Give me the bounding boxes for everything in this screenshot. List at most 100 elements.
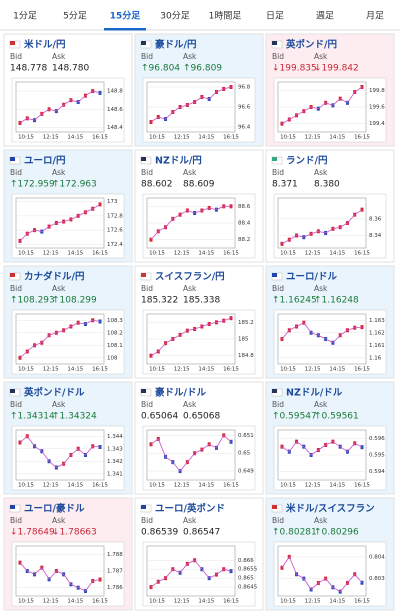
x-tick-label: 16:15 <box>92 135 108 141</box>
pair-name: 英ポンド/円 <box>286 39 337 51</box>
y-tick-label: 0.8655 <box>238 567 258 573</box>
tab[interactable]: 月足 <box>366 11 384 22</box>
bid-label: Bid <box>10 400 22 409</box>
y-tick-label: 0.594 <box>369 469 385 475</box>
x-tick-label: 10:15 <box>18 135 34 141</box>
ask-label: Ask <box>52 284 66 293</box>
price-line <box>19 562 101 592</box>
x-tick-label: 16:15 <box>92 367 108 373</box>
x-tick-label: 10:15 <box>18 251 34 257</box>
y-tick-label: 1.16 <box>369 355 382 361</box>
y-tick-label: 1.162 <box>369 330 385 336</box>
y-tick-label: 172.6 <box>107 228 123 234</box>
x-tick-label: 16:15 <box>354 599 370 605</box>
flag-mark <box>141 505 146 509</box>
tab[interactable]: 日足 <box>266 11 284 22</box>
flag-mark <box>141 389 146 393</box>
plot-area <box>15 429 105 481</box>
chart-frame <box>273 541 387 607</box>
y-tick-label: 1.344 <box>107 434 123 440</box>
bid-label: Bid <box>141 400 153 409</box>
flag-mark <box>272 505 277 509</box>
bid-value: ↑0.80281 <box>272 528 317 538</box>
bid-value: ↑108.293 <box>10 296 55 306</box>
pair-name: 豪ドル/円 <box>155 39 196 51</box>
x-tick-label: 14:15 <box>198 599 214 605</box>
pair-name: ユーロ/英ポンド <box>155 503 225 515</box>
ask-value: 0.86547 <box>183 528 220 538</box>
ask-label: Ask <box>183 400 197 409</box>
price-line <box>150 205 231 240</box>
y-tick-label: 88.2 <box>238 237 250 243</box>
price-line <box>19 435 101 468</box>
bid-label: Bid <box>141 284 153 293</box>
pair-name: ユーロ/ドル <box>286 272 337 283</box>
y-tick-label: 0.803 <box>369 576 385 582</box>
y-tick-label: 8.36 <box>369 216 382 222</box>
chart-frame <box>11 77 125 143</box>
chart-frame <box>11 541 125 607</box>
bid-label: Bid <box>10 516 22 525</box>
bid-value: ↑0.59547 <box>272 412 317 422</box>
tab[interactable]: 週足 <box>316 11 334 22</box>
tab[interactable]: 30分足 <box>160 11 189 22</box>
x-tick-label: 10:15 <box>280 367 296 373</box>
chart-frame <box>273 193 387 259</box>
x-tick-label: 14:15 <box>67 251 83 257</box>
bid-value: ↑1.16245 <box>272 296 317 306</box>
y-tick-label: 108.2 <box>107 330 123 336</box>
x-tick-label: 16:15 <box>92 251 108 257</box>
pair-name: ランド/円 <box>286 156 327 167</box>
y-tick-label: 199.8 <box>369 88 385 94</box>
tab[interactable]: 1時間足 <box>209 11 242 22</box>
pair-name: NZドル/ドル <box>286 388 343 399</box>
tab[interactable]: 15分足 <box>110 10 142 22</box>
ask-label: Ask <box>314 52 328 61</box>
x-tick-label: 16:15 <box>354 251 370 257</box>
ask-value: ↑1.34324 <box>52 412 97 422</box>
ask-label: Ask <box>314 284 328 293</box>
x-tick-label: 16:15 <box>223 599 239 605</box>
flag-mark <box>141 273 146 277</box>
ask-label: Ask <box>183 284 197 293</box>
pair-name: ユーロ/円 <box>24 156 65 167</box>
ask-label: Ask <box>52 516 66 525</box>
x-tick-label: 16:15 <box>223 483 239 489</box>
ask-label: Ask <box>314 168 328 177</box>
tab[interactable]: 1分足 <box>13 11 37 22</box>
chart-frame <box>273 309 387 375</box>
tab[interactable]: 5分足 <box>63 11 87 22</box>
x-tick-label: 16:15 <box>92 483 108 489</box>
flag-mark <box>10 41 15 45</box>
y-tick-label: 108.1 <box>107 343 123 349</box>
pair-name: カナダドル/円 <box>24 271 84 283</box>
plot-area <box>277 197 367 249</box>
ask-value: ↓199.842 <box>314 64 359 74</box>
y-tick-label: 0.596 <box>369 436 385 442</box>
y-tick-label: 0.8645 <box>238 585 258 591</box>
x-tick-label: 12:15 <box>174 483 190 489</box>
ask-label: Ask <box>183 168 197 177</box>
y-tick-label: 1.163 <box>369 318 385 324</box>
bid-value: 88.602 <box>141 180 173 190</box>
price-line <box>19 90 101 124</box>
flag-mark <box>141 41 146 45</box>
x-tick-label: 10:15 <box>149 367 165 373</box>
y-tick-label: 148.8 <box>107 89 123 95</box>
ask-value: ↑172.963 <box>52 180 97 190</box>
